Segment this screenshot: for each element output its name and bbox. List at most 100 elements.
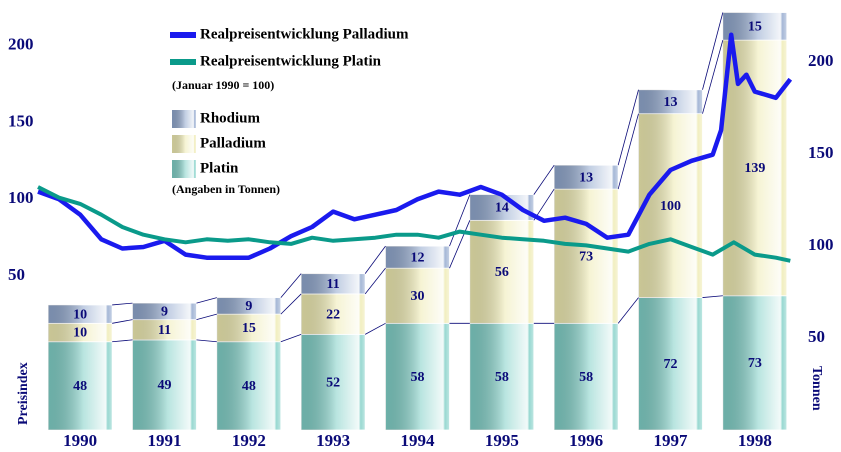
data-label: 73 bbox=[579, 249, 593, 264]
bar-shine bbox=[301, 273, 366, 294]
data-label: 52 bbox=[326, 375, 340, 390]
bar-shine bbox=[132, 339, 197, 430]
x-tick-label: 1990 bbox=[63, 431, 97, 450]
x-tick-label: 1998 bbox=[738, 431, 772, 450]
data-label: 58 bbox=[411, 370, 425, 385]
data-label: 48 bbox=[73, 379, 87, 394]
connector bbox=[280, 333, 302, 343]
data-label: 14 bbox=[495, 201, 509, 216]
data-label: 10 bbox=[73, 326, 87, 341]
bar-shine bbox=[301, 293, 366, 335]
bar-shine bbox=[132, 319, 197, 340]
data-label: 22 bbox=[326, 307, 340, 322]
bar-shine bbox=[638, 113, 703, 298]
line bbox=[37, 185, 791, 263]
y-tick-label: 50 bbox=[8, 265, 25, 284]
y2-axis-label: Tonnen bbox=[809, 366, 824, 411]
legend-shine bbox=[172, 160, 196, 178]
connector bbox=[280, 293, 302, 315]
data-label: 139 bbox=[744, 161, 765, 176]
data-label: 58 bbox=[579, 370, 593, 385]
data-label: 72 bbox=[664, 357, 678, 372]
y-tick-label: 100 bbox=[8, 188, 34, 207]
y-axis-label: Preisindex bbox=[16, 362, 31, 425]
note: (Angaben in Tonnen) bbox=[172, 182, 280, 196]
bar-shine bbox=[469, 323, 534, 430]
connector bbox=[702, 12, 724, 90]
data-label: 10 bbox=[73, 307, 87, 322]
bar-shine bbox=[554, 165, 619, 190]
data-label: 15 bbox=[242, 321, 256, 336]
bar-shine bbox=[216, 314, 281, 342]
connector bbox=[449, 194, 471, 247]
legend-label: Palladium bbox=[200, 135, 266, 151]
data-label: 58 bbox=[495, 370, 509, 385]
x-tick-label: 1992 bbox=[232, 431, 266, 450]
bar-shine bbox=[385, 246, 450, 269]
line bbox=[37, 32, 793, 260]
data-label: 48 bbox=[242, 379, 256, 394]
bar-shine bbox=[48, 341, 113, 430]
connector bbox=[617, 89, 639, 166]
y-tick-label: 150 bbox=[8, 111, 34, 130]
bar-shine bbox=[638, 89, 703, 114]
data-label: 100 bbox=[660, 199, 681, 214]
bar-shine bbox=[385, 268, 450, 324]
connector bbox=[364, 322, 386, 335]
connector bbox=[196, 297, 217, 304]
connector bbox=[112, 302, 133, 306]
y2-tick-label: 200 bbox=[808, 51, 834, 70]
x-tick-label: 1995 bbox=[485, 431, 519, 450]
data-label: 11 bbox=[327, 277, 340, 292]
bar-shine bbox=[48, 304, 113, 324]
bar-shine bbox=[301, 334, 366, 430]
y2-tick-label: 150 bbox=[808, 143, 834, 162]
x-tick-label: 1996 bbox=[569, 431, 603, 450]
connector bbox=[617, 113, 639, 190]
data-label: 49 bbox=[158, 378, 172, 393]
bar-shine bbox=[722, 295, 787, 430]
y-tick-label: 200 bbox=[8, 34, 34, 53]
bar-shine bbox=[385, 323, 450, 430]
bar-shine bbox=[554, 189, 619, 324]
data-label: 56 bbox=[495, 265, 509, 280]
bar-shine bbox=[216, 297, 281, 315]
bar-shine bbox=[554, 323, 619, 430]
bar-shine bbox=[48, 323, 113, 342]
connector bbox=[533, 164, 555, 195]
connector bbox=[112, 339, 133, 343]
connector bbox=[702, 295, 723, 298]
connector bbox=[702, 39, 724, 114]
legend-label: Realpreisentwicklung Platin bbox=[200, 53, 382, 69]
x-tick-label: 1994 bbox=[401, 431, 436, 450]
legend-shine bbox=[172, 110, 196, 128]
connector bbox=[364, 267, 386, 295]
legend-label: Realpreisentwicklung Palladium bbox=[200, 26, 409, 42]
legend-label: Rhodium bbox=[200, 110, 261, 126]
connector bbox=[112, 319, 133, 324]
x-tick-label: 1997 bbox=[654, 431, 689, 450]
bar-shine bbox=[638, 297, 703, 430]
data-label: 9 bbox=[245, 299, 252, 314]
data-label: 12 bbox=[411, 250, 425, 265]
data-label: 11 bbox=[158, 323, 171, 338]
connector bbox=[364, 245, 386, 274]
connector bbox=[196, 313, 217, 321]
legend-label: Platin bbox=[200, 160, 239, 176]
bar-shine bbox=[216, 341, 281, 430]
connector bbox=[449, 220, 471, 269]
data-label: 13 bbox=[579, 170, 593, 185]
x-tick-label: 1991 bbox=[148, 431, 182, 450]
data-label: 15 bbox=[748, 20, 762, 35]
data-label: 9 bbox=[161, 305, 168, 320]
subtitle: (Januar 1990 = 100) bbox=[172, 78, 274, 92]
x-tick-label: 1993 bbox=[316, 431, 350, 450]
data-label: 73 bbox=[748, 356, 762, 371]
legend-shine bbox=[172, 135, 196, 153]
connector bbox=[617, 297, 639, 324]
y2-tick-label: 50 bbox=[808, 327, 825, 346]
data-label: 30 bbox=[411, 289, 425, 304]
bar-shine bbox=[132, 303, 197, 320]
connector bbox=[196, 339, 217, 343]
